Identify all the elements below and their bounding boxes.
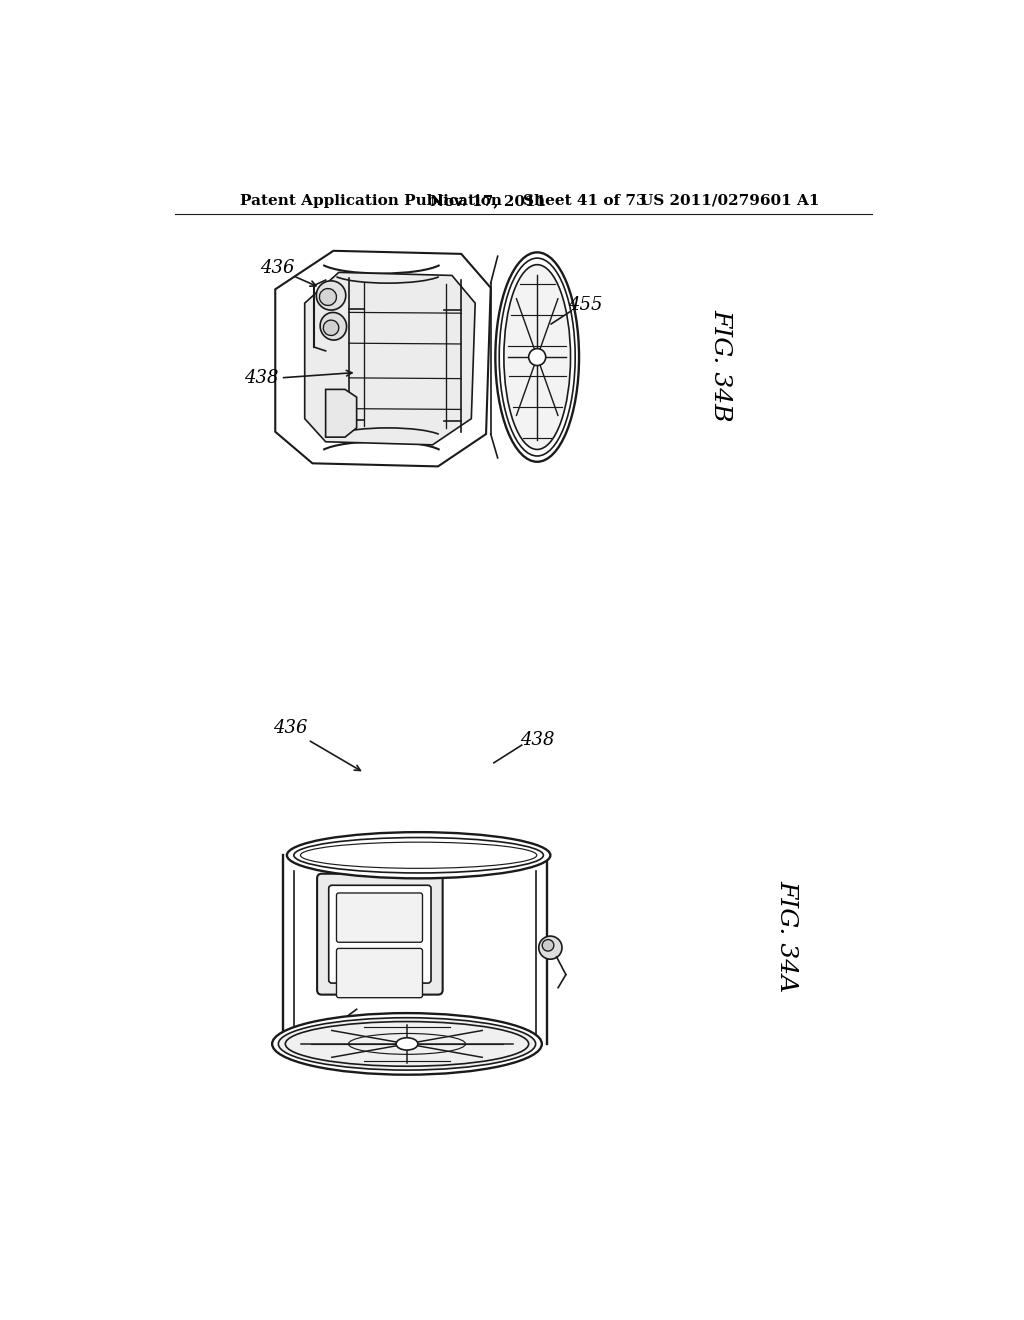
Ellipse shape [316,281,346,310]
Text: FIG. 34B: FIG. 34B [710,309,732,421]
Ellipse shape [528,348,546,366]
Text: 455: 455 [568,296,602,314]
Ellipse shape [543,940,554,952]
Text: 455: 455 [282,1034,315,1051]
Text: FIG. 34A: FIG. 34A [775,880,799,993]
Text: 436: 436 [273,719,308,737]
FancyBboxPatch shape [283,855,547,1044]
Ellipse shape [287,832,550,878]
Text: 438: 438 [520,731,554,748]
Ellipse shape [496,252,579,462]
FancyBboxPatch shape [329,886,431,983]
Polygon shape [326,389,356,437]
Text: Nov. 17, 2011: Nov. 17, 2011 [430,194,547,207]
FancyBboxPatch shape [337,892,423,942]
Polygon shape [305,272,475,445]
FancyBboxPatch shape [337,948,423,998]
Ellipse shape [504,264,570,449]
Ellipse shape [319,289,337,305]
Ellipse shape [396,1038,418,1051]
Ellipse shape [324,321,339,335]
Ellipse shape [539,936,562,960]
Text: 438: 438 [244,368,279,387]
Text: US 2011/0279601 A1: US 2011/0279601 A1 [640,194,819,207]
Ellipse shape [279,1018,536,1071]
FancyBboxPatch shape [317,874,442,995]
Text: 436: 436 [259,259,294,277]
Polygon shape [275,251,490,466]
Ellipse shape [321,313,346,341]
Text: Patent Application Publication: Patent Application Publication [241,194,503,207]
Text: Sheet 41 of 73: Sheet 41 of 73 [523,194,647,207]
Ellipse shape [272,1014,542,1074]
